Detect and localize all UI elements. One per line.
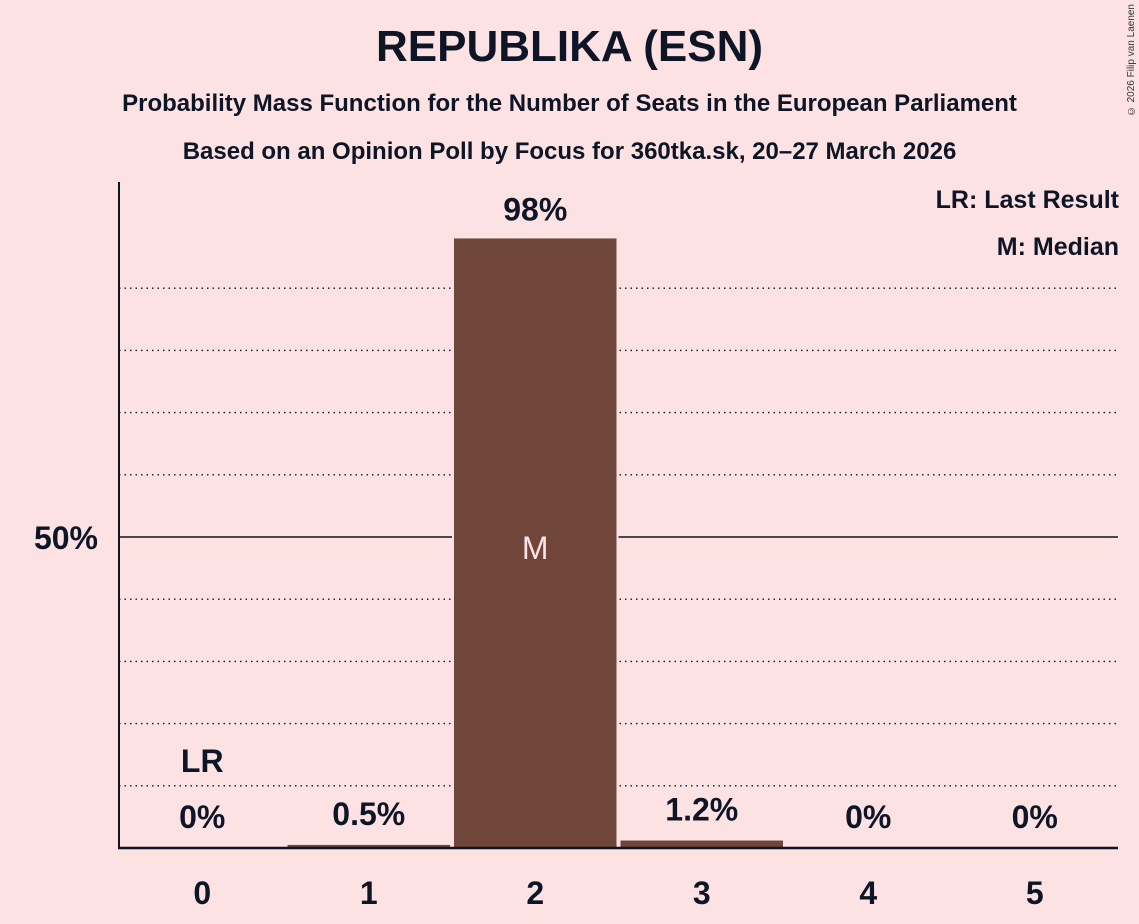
x-tick-5: 5 <box>1026 875 1044 911</box>
bar-1 <box>287 844 450 848</box>
legend-last-result: LR: Last Result <box>935 186 1119 214</box>
value-label-3: 1.2% <box>665 792 738 828</box>
value-label-2: 98% <box>503 191 567 227</box>
median-marker: M <box>522 530 549 566</box>
x-tick-0: 0 <box>193 875 211 911</box>
value-label-4: 0% <box>845 799 891 835</box>
x-tick-4: 4 <box>859 875 877 911</box>
y-tick-50: 50% <box>34 520 98 556</box>
x-tick-1: 1 <box>360 875 378 911</box>
bar-2 <box>454 238 617 848</box>
bar-3 <box>620 840 783 848</box>
x-tick-2: 2 <box>526 875 544 911</box>
chart-title: REPUBLIKA (ESN) <box>375 22 764 71</box>
value-label-0: 0% <box>179 799 225 835</box>
value-label-5: 0% <box>1012 799 1058 835</box>
value-labels: 0% 0 0.5% 1 98% 2 1.2% 3 0% 4 0% 5 LR M <box>179 191 1058 911</box>
chart-source: Based on an Opinion Poll by Focus for 36… <box>182 138 957 165</box>
value-label-1: 0.5% <box>332 796 405 832</box>
bars <box>285 238 785 848</box>
x-tick-3: 3 <box>693 875 711 911</box>
last-result-marker: LR <box>181 743 224 779</box>
chart-subtitle: Probability Mass Function for the Number… <box>122 90 1017 117</box>
legend-median: M: Median <box>996 233 1119 261</box>
